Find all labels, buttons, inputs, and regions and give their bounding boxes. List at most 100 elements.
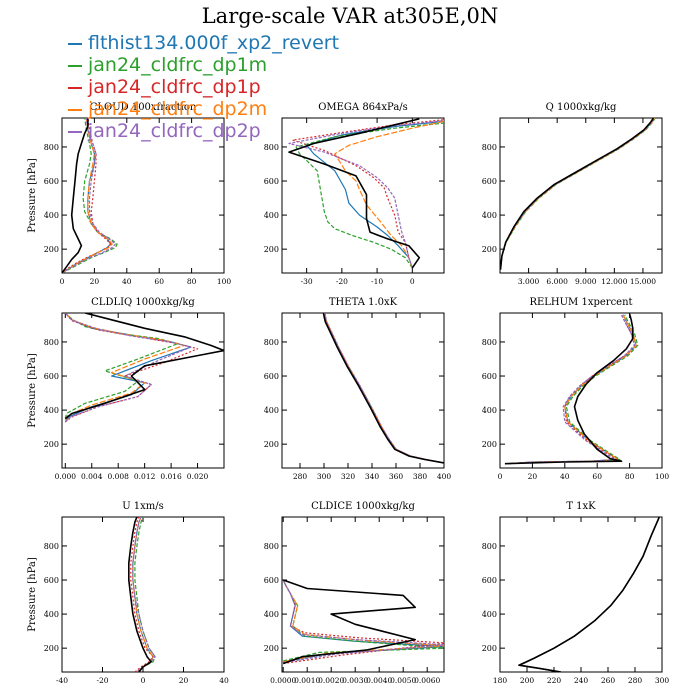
x-tick-label: 180 [493,676,508,685]
panel-title: RELHUM 1xpercent [529,297,632,308]
plot-frame [281,117,445,274]
series-line-jan24_cldfrc_dp2m [323,313,444,464]
y-tick-label: 600 [44,372,59,381]
series-line-jan24_cldfrc_dp2p [508,314,636,465]
x-tick-label: 0 [141,676,146,685]
x-tick-label: 0 [60,277,65,286]
panel-7: U 1xm/s Pressure [hPa] 200 400 600 800 -40 -20 0… [27,501,229,685]
x-tick-label: 0.0020 [318,676,344,685]
y-tick-label: 400 [44,211,59,220]
series-line-jan24_cldfrc_dp2m [508,314,637,465]
panel-title: U 1xm/s [122,501,164,512]
y-tick-label: 800 [264,338,279,347]
series-group [128,517,156,672]
series-line-jan24_cldfrc_dp2p [62,118,117,273]
series-group [282,579,444,665]
x-tick-label: 300 [655,676,670,685]
x-tick-label: 9.000 [575,277,597,286]
x-tick-label: 0.004 [81,472,103,481]
series-line-flthist134.000f_xp2_revert [508,314,637,465]
series-line-flthist134.000f_xp2_revert [519,517,660,672]
x-tick-label: 300 [317,472,332,481]
y-tick-label: 200 [264,245,279,254]
legend-label: jan24_cldfrc_dp1p [88,76,261,98]
x-tick-label: 60 [592,472,602,481]
plot-frame [499,312,663,469]
y-tick-label: 800 [44,338,59,347]
y-tick-label: 600 [482,177,497,186]
panel-6: RELHUM 1xpercent 200 400 600 800 0 20 40 60 80 100 [482,297,670,481]
x-tick-label: 40 [122,277,132,286]
y-tick-label: 200 [482,644,497,653]
x-tick-label: -30 [301,277,313,286]
x-tick-label: 20 [90,277,100,286]
x-tick-label: 0.020 [187,472,209,481]
series-line-jan24_cldfrc_dp2m [62,118,113,273]
x-tick-label: 0.012 [134,472,156,481]
y-axis-label: Pressure [hPa] [27,158,38,233]
x-tick-label: -40 [56,676,68,685]
y-tick-label: 400 [264,406,279,415]
x-tick-label: 0.0060 [414,676,440,685]
legend-swatch [68,64,82,67]
panel-3: Q 1000xkg/kg 200 400 600 800 3.000 6.000 9.000 1… [482,102,663,286]
x-tick-label: 280 [628,676,643,685]
x-tick-label: 200 [520,676,535,685]
series-line-reference [504,313,634,465]
x-tick-label: -20 [96,676,108,685]
series-line-jan24_cldfrc_dp1p [324,313,444,464]
x-tick-label: 0.0030 [342,676,368,685]
series-line-jan24_cldfrc_dp1m [295,122,444,269]
x-tick-label: 0.008 [107,472,129,481]
series-group [288,118,444,269]
y-tick-label: 200 [264,644,279,653]
series-group [518,517,661,672]
x-tick-label: 20 [528,472,538,481]
panel-5: THETA 1.0xK 200 400 600 800 280 300 320 340 360 38… [264,297,452,481]
x-tick-label: 20 [179,676,189,685]
x-tick-label: 220 [547,676,562,685]
plot-frame [61,117,225,274]
y-tick-label: 800 [44,542,59,551]
plot-frame [281,516,445,673]
legend-label: jan24_cldfrc_dp1m [88,54,268,76]
x-tick-label: 80 [625,472,635,481]
x-tick-label: 15.000 [630,277,656,286]
series-line-jan24_cldfrc_dp1m [64,313,179,419]
y-tick-label: 200 [44,644,59,653]
panel-title: CLOUD 100xfraction [90,102,197,113]
y-tick-label: 400 [482,211,497,220]
series-line-reference [288,118,421,269]
x-tick-label: 0.0010 [294,676,320,685]
series-line-jan24_cldfrc_dp2p [324,313,444,464]
y-tick-label: 400 [44,610,59,619]
legend-label: jan24_cldfrc_dp2m [88,98,268,120]
y-tick-label: 600 [44,576,59,585]
y-tick-label: 400 [264,610,279,619]
legend-item: jan24_cldfrc_dp1p [68,76,339,98]
y-tick-label: 200 [44,245,59,254]
series-line-reference [322,313,444,464]
series-line-reference [62,118,89,273]
x-tick-label: 0 [498,472,503,481]
x-tick-label: 40 [219,676,229,685]
series-line-reference [282,579,417,665]
panel-title: THETA 1.0xK [329,297,398,308]
panel-8: CLDICE 1000xkg/kg 200 400 600 800 0.00000.001… [264,501,445,685]
series-line-jan24_cldfrc_dp2m [64,313,185,421]
series-group [62,118,118,273]
series-line-jan24_cldfrc_dp2p [519,517,660,672]
series-line-jan24_cldfrc_dp1m [500,118,656,270]
legend-swatch [68,108,82,111]
series-line-jan24_cldfrc_dp1m [519,517,660,672]
y-tick-label: 200 [482,440,497,449]
series-group [500,118,656,270]
x-tick-label: 0 [410,277,415,286]
series-line-jan24_cldfrc_dp1p [64,313,199,423]
x-tick-label: 340 [365,472,380,481]
y-tick-label: 200 [482,245,497,254]
series-line-jan24_cldfrc_dp2m [334,120,444,269]
series-line-reference [500,118,655,270]
y-axis-label: Pressure [hPa] [27,557,38,632]
